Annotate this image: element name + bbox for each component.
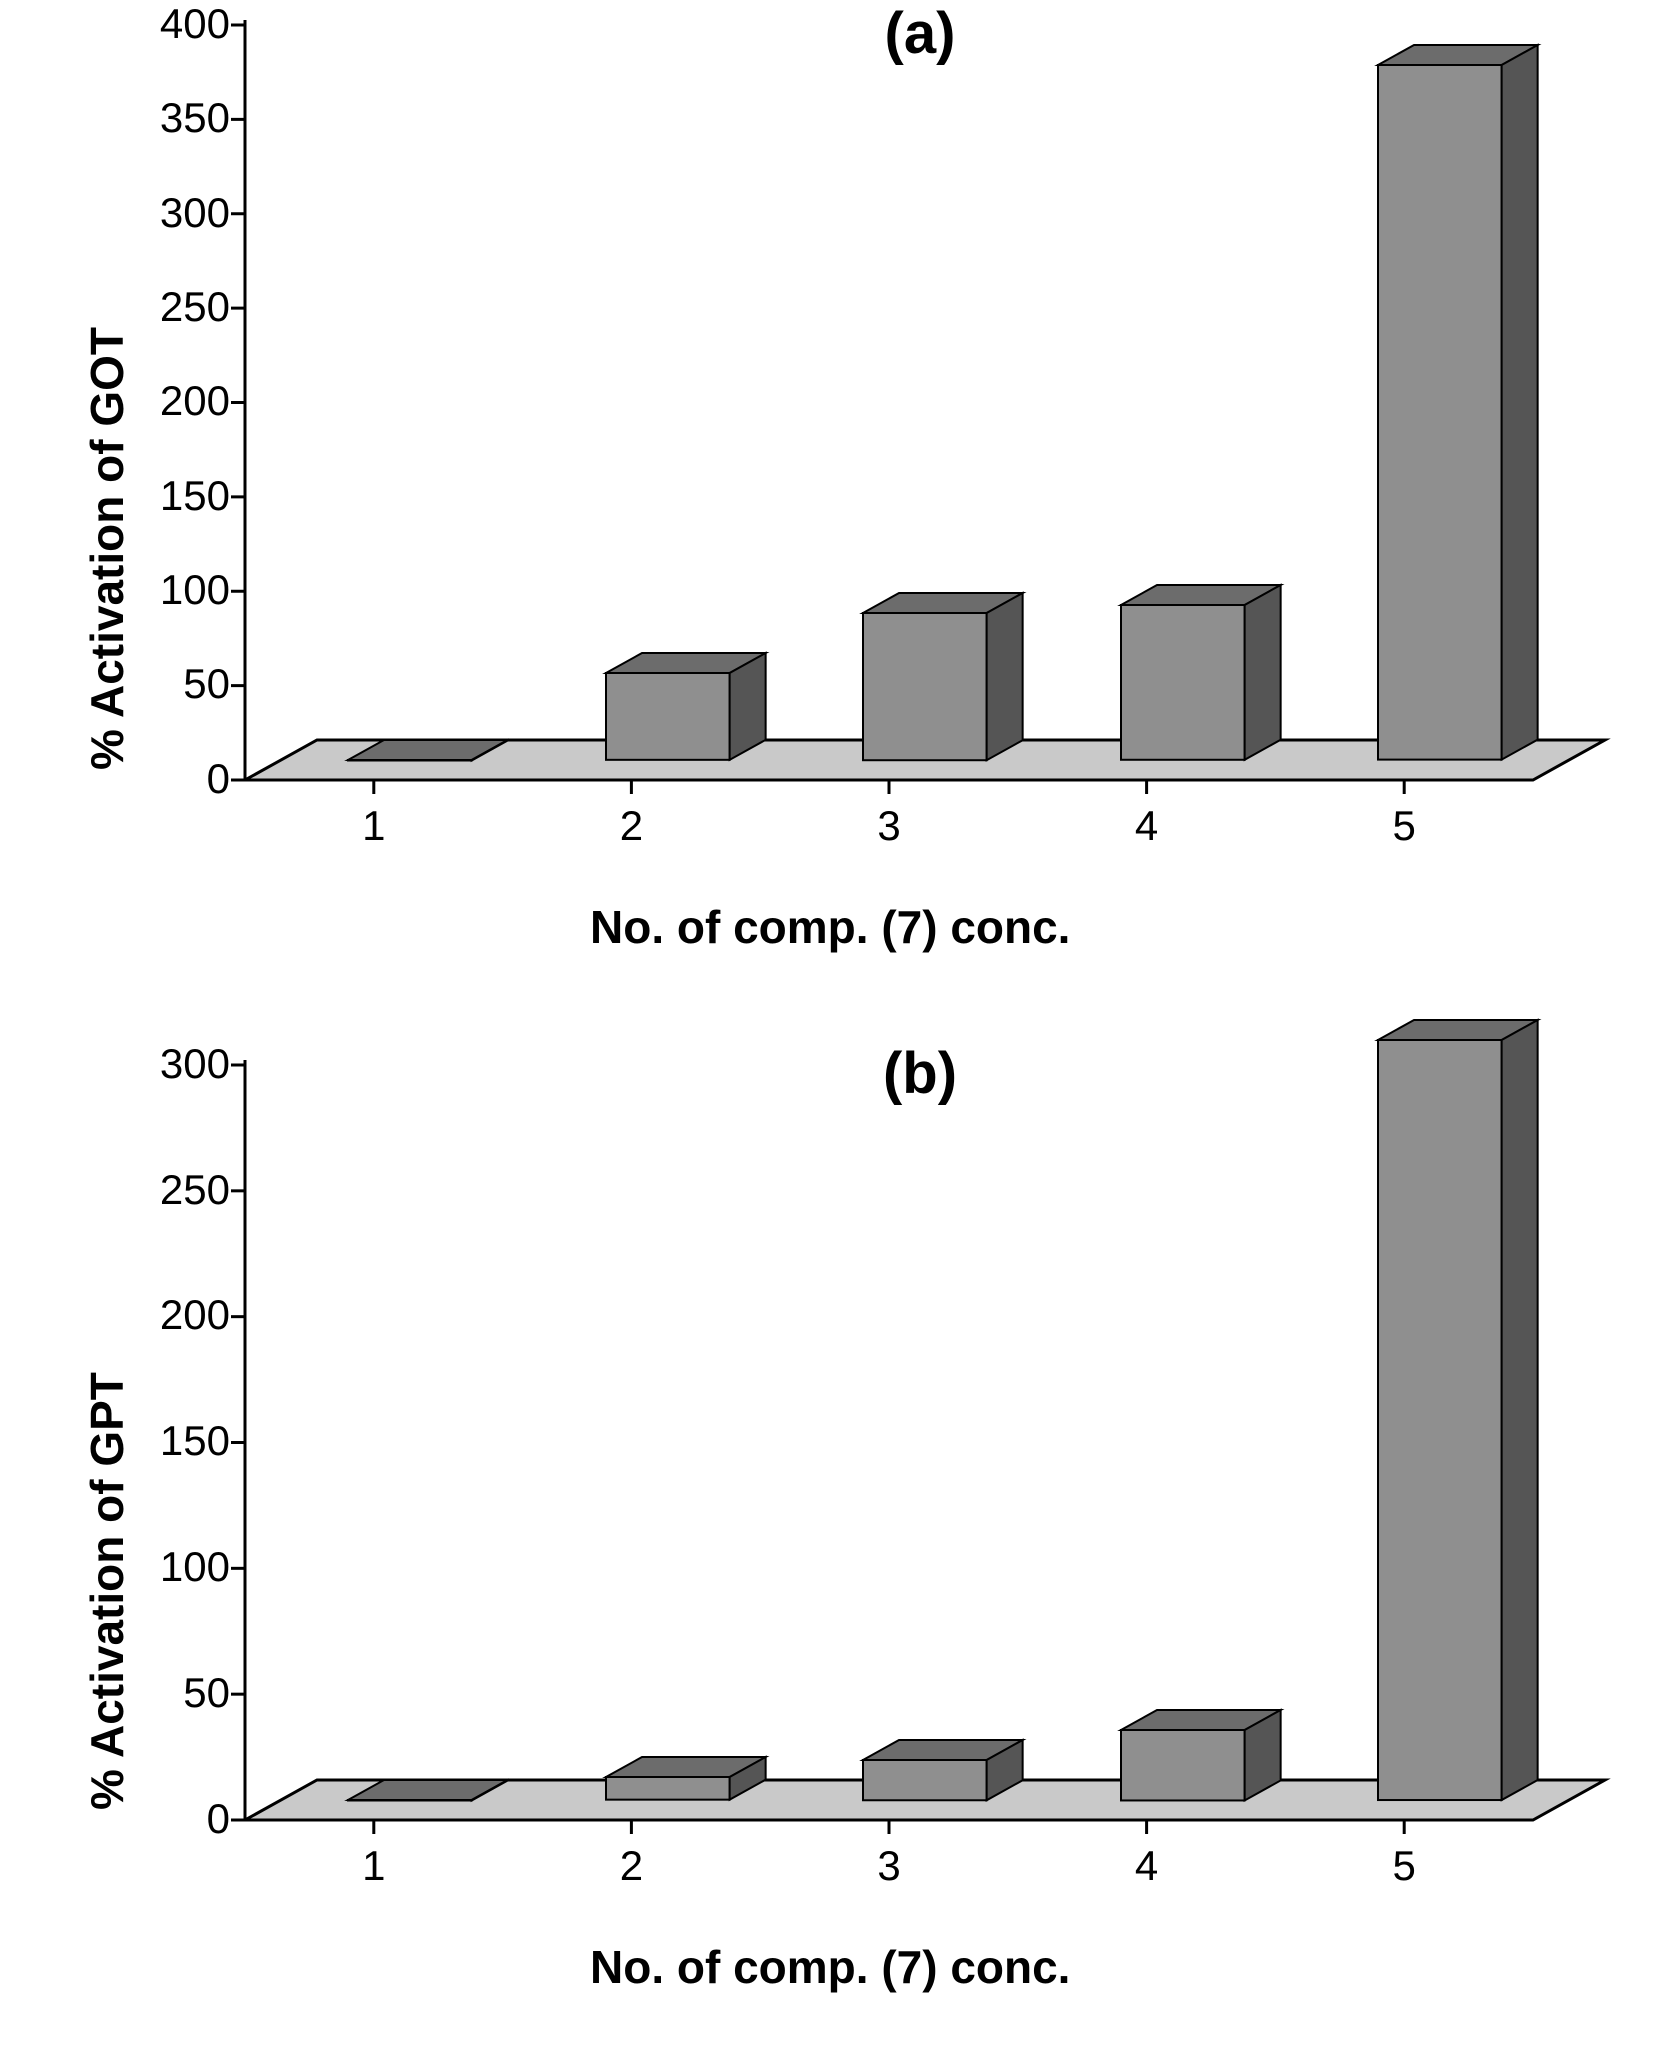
y-tick-label: 200 [135, 1291, 230, 1339]
x-axis-label: No. of comp. (7) conc. [590, 1940, 1070, 1994]
y-tick-label: 50 [135, 660, 230, 708]
y-axis-label: % Activation of GPT [80, 1372, 134, 1810]
x-tick-label: 4 [1117, 802, 1177, 850]
bar [1118, 582, 1284, 763]
x-tick-label: 4 [1117, 1842, 1177, 1890]
x-tick-label: 3 [859, 802, 919, 850]
y-tick-label: 300 [135, 189, 230, 237]
y-tick-label: 0 [135, 1795, 230, 1843]
y-tick-label: 250 [135, 283, 230, 331]
y-tick-label: 150 [135, 472, 230, 520]
chart_b: (b)% Activation of GPTNo. of comp. (7) c… [0, 1040, 1660, 2040]
bar [603, 1754, 769, 1803]
bar [860, 1737, 1026, 1803]
bar [345, 1777, 511, 1803]
bar [1118, 1707, 1284, 1803]
x-tick-label: 2 [601, 802, 661, 850]
bar [345, 737, 511, 763]
x-tick-label: 3 [859, 1842, 919, 1890]
y-tick-label: 300 [135, 1040, 230, 1088]
bar [860, 590, 1026, 763]
y-tick-label: 100 [135, 1543, 230, 1591]
y-tick-label: 0 [135, 755, 230, 803]
y-tick-label: 100 [135, 566, 230, 614]
x-tick-label: 5 [1374, 1842, 1434, 1890]
y-tick-label: 350 [135, 94, 230, 142]
y-tick-label: 200 [135, 377, 230, 425]
plot-area: 05010015020025030035040012345 [245, 20, 1605, 900]
x-tick-label: 5 [1374, 802, 1434, 850]
bar [1375, 42, 1541, 763]
y-tick-label: 400 [135, 0, 230, 48]
y-tick-label: 150 [135, 1417, 230, 1465]
plot-area: 05010015020025030012345 [245, 1060, 1605, 1940]
y-tick-label: 50 [135, 1669, 230, 1717]
y-axis-label: % Activation of GOT [80, 327, 134, 770]
bar [1375, 1017, 1541, 1803]
x-tick-label: 2 [601, 1842, 661, 1890]
x-axis-label: No. of comp. (7) conc. [590, 900, 1070, 954]
chart_a: (a)% Activation of GOTNo. of comp. (7) c… [0, 0, 1660, 1000]
bar [603, 650, 769, 763]
x-tick-label: 1 [344, 802, 404, 850]
x-tick-label: 1 [344, 1842, 404, 1890]
y-tick-label: 250 [135, 1166, 230, 1214]
